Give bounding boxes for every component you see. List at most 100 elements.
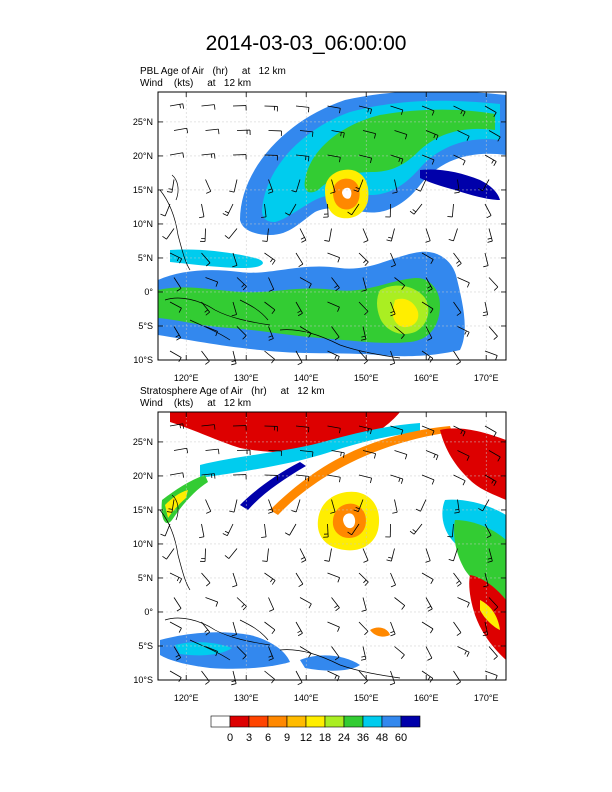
wind-barb [484,425,497,438]
wind-barb [232,425,247,431]
wind-barb [264,425,278,432]
wind-barb [457,597,470,608]
wind-barb [295,105,310,113]
wind-barb [488,597,499,611]
wind-barb [390,621,396,637]
wind-barb [299,646,312,658]
wind-barb [488,277,499,291]
wind-barb [425,450,439,461]
pbl-seaweed-cyan [170,249,263,268]
wind-barb [200,548,206,562]
lon-tick-label: 130°E [234,373,259,383]
colorbar-swatch [381,715,402,728]
wind-barb [488,326,498,340]
wind-barb [484,523,492,539]
wind-barb [200,228,206,242]
wind-barb [454,499,460,514]
wind-barb [299,228,307,243]
wind-barb [358,425,373,435]
wind-barb [295,154,310,162]
colorbar-swatch [267,715,288,728]
colorbar-swatch [400,715,421,728]
wind-barb [173,277,182,292]
lon-tick-label: 120°E [174,693,199,703]
wind-barb [478,499,490,512]
lat-tick-label: 25°N [133,117,153,127]
wind-barb [264,252,276,265]
wind-barb [327,252,341,263]
pbl-arc-navy [420,169,500,200]
wind-barb [232,105,247,111]
wind-barb [447,523,454,538]
panel-2-title: Stratosphere Age of Air (hr) at 12 km Wi… [140,386,325,410]
wind-barb [488,450,501,462]
wind-barbs [160,423,501,686]
wind-barb [232,154,247,160]
wind-barb [284,523,297,536]
wind-barb [482,301,489,317]
wind-barb [360,326,367,341]
wind-barb [488,130,501,142]
wind-barb [425,326,433,341]
lat-tick-label: 10°S [133,675,153,685]
wind-barb [482,621,489,637]
wind-barb [484,105,497,118]
wind-barb [347,203,360,216]
wind-barb [394,597,406,610]
strat-jet-cyan [200,423,420,478]
wind-barb [198,203,205,219]
colorbar-label: 12 [300,732,312,744]
wind-barb [409,203,423,215]
wind-barb [327,572,341,583]
colorbar: 0 3 6 9 12 18 24 36 48 60 [210,715,421,744]
wind-barb [295,425,310,433]
wind-barb [390,105,404,115]
wind-barb [453,252,462,267]
colorbar-swatch [362,715,383,728]
wind-barb [268,597,275,612]
wind-barb [284,203,297,216]
wind-barb [268,326,274,341]
pbl-age-map [158,92,506,360]
wind-barb [295,474,310,482]
lon-tick-label: 130°E [234,693,259,703]
wind-barb [327,621,340,632]
wind-barb [425,548,431,563]
pbl-equator-band-green [158,277,440,343]
wind-barb [447,203,454,218]
wind-barb [484,203,492,219]
wind-barb [385,523,391,538]
wind-barb [386,228,395,242]
wind-barb [205,326,218,337]
colorbar-swatch [305,715,326,728]
wind-barb [291,179,301,193]
wind-barb [327,474,341,483]
wind-barb [324,228,332,242]
wind-barb [425,277,433,292]
wind-barb [453,105,466,117]
pbl-typhoon-eye [342,187,352,199]
wind-barb [264,154,278,161]
lon-tick-label: 170°E [474,693,499,703]
wind-barb [358,572,369,586]
wind-barb [236,326,247,340]
panel-1-title: PBL Age of Air (hr) at 12 km Wind (kts) … [140,66,286,90]
wind-barb [394,277,406,290]
wind-barb [488,646,498,660]
lat-tick-label: 0° [144,287,153,297]
lon-tick-label: 120°E [174,373,199,383]
wind-barb [327,154,341,163]
wind-barb [231,301,237,317]
colorbar-swatch [324,715,345,728]
panel-2-wind-label: Wind (kts) at 12 km [140,398,252,409]
wind-barb [169,572,183,584]
wind-barb [229,499,238,513]
wind-barb [453,425,466,437]
colorbar-label: 24 [338,732,350,744]
wind-barb [453,154,466,166]
wind-barb [222,523,234,537]
wind-barb [231,621,237,637]
wind-barb [205,597,219,607]
lon-tick-label: 140°E [294,693,319,703]
wind-barb [392,179,398,194]
